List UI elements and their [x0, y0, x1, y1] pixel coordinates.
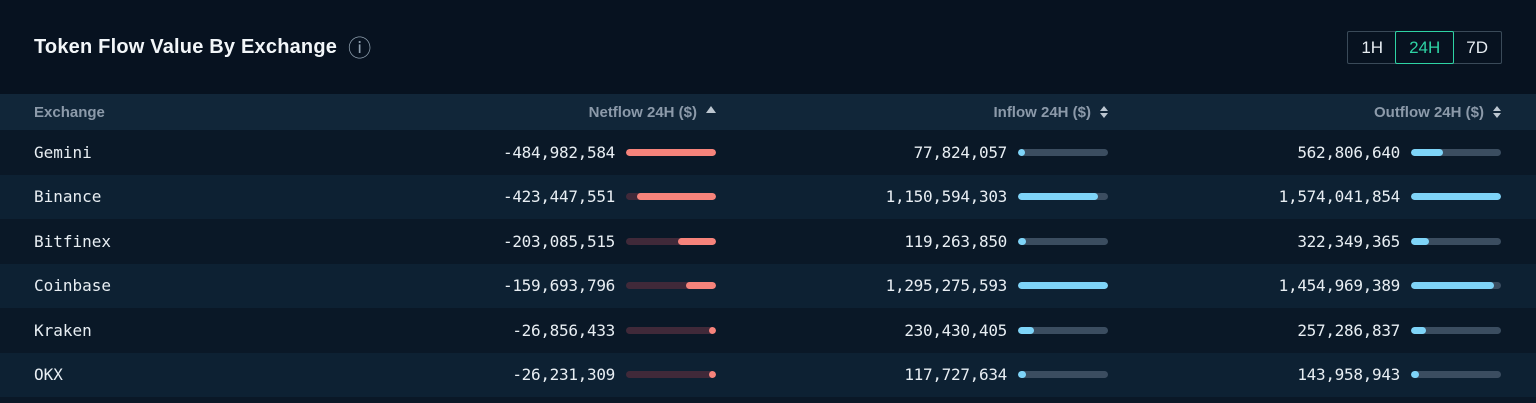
- outflow-bar: [1411, 282, 1501, 290]
- table-row[interactable]: Binance -423,447,551 1,150,594,303 1,574…: [0, 174, 1536, 219]
- outflow-cell: 257,286,837: [1108, 321, 1501, 340]
- column-label: Inflow 24H ($): [993, 103, 1091, 121]
- inflow-bar: [1018, 148, 1108, 156]
- netflow-cell: -203,085,515: [324, 232, 716, 251]
- column-header-exchange: Exchange: [34, 104, 324, 121]
- outflow-bar: [1411, 193, 1501, 201]
- panel-header: Token Flow Value By Exchange ⓘ 1H 24H 7D: [0, 0, 1536, 94]
- column-label: Outflow 24H ($): [1373, 103, 1484, 121]
- time-filter-24h[interactable]: 24H: [1395, 30, 1455, 64]
- inflow-value: 119,263,850: [904, 231, 1007, 251]
- exchange-name: Binance: [34, 187, 102, 207]
- inflow-value: 1,295,275,593: [885, 276, 1008, 296]
- table-row[interactable]: Gemini -484,982,584 77,824,057 562,806,6…: [0, 130, 1536, 175]
- outflow-bar: [1411, 371, 1501, 379]
- outflow-value: 322,349,365: [1297, 231, 1400, 251]
- netflow-cell: -26,231,309: [324, 365, 716, 384]
- outflow-cell: 1,454,969,389: [1108, 276, 1501, 295]
- page-title: Token Flow Value By Exchange: [34, 35, 338, 58]
- outflow-value: 257,286,837: [1297, 320, 1400, 340]
- inflow-bar: [1018, 193, 1108, 201]
- inflow-bar: [1018, 326, 1108, 334]
- inflow-cell: 1,295,275,593: [716, 276, 1108, 295]
- exchange-name: Bitfinex: [34, 231, 112, 251]
- outflow-value: 143,958,943: [1297, 365, 1400, 385]
- title-wrap: Token Flow Value By Exchange ⓘ: [34, 34, 372, 61]
- table-row[interactable]: Kraken -26,856,433 230,430,405 257,286,8…: [0, 308, 1536, 353]
- netflow-value: -484,982,584: [503, 142, 615, 162]
- netflow-value: -26,856,433: [512, 320, 615, 340]
- outflow-value: 1,574,041,854: [1278, 187, 1401, 207]
- sort-toggle-icon: [1493, 106, 1501, 118]
- column-label: Netflow 24H ($): [588, 103, 697, 121]
- column-header-outflow-24h[interactable]: Outflow 24H ($): [1108, 104, 1501, 121]
- netflow-bar: [626, 371, 716, 379]
- table-row[interactable]: Bitfinex -203,085,515 119,263,850 322,34…: [0, 219, 1536, 264]
- netflow-cell: -423,447,551: [324, 187, 716, 206]
- outflow-cell: 1,574,041,854: [1108, 187, 1501, 206]
- inflow-cell: 1,150,594,303: [716, 187, 1108, 206]
- netflow-bar: [626, 148, 716, 156]
- inflow-cell: 119,263,850: [716, 232, 1108, 251]
- netflow-value: -423,447,551: [503, 187, 615, 207]
- table-row[interactable]: OKX -26,231,309 117,727,634 143,958,943: [0, 352, 1536, 397]
- outflow-value: 1,454,969,389: [1278, 276, 1401, 296]
- outflow-value: 562,806,640: [1297, 142, 1400, 162]
- table-header-row: Exchange Netflow 24H ($) Inflow 24H ($) Out…: [0, 94, 1536, 130]
- partial-next-row: [0, 397, 1536, 403]
- inflow-value: 117,727,634: [904, 365, 1007, 385]
- inflow-value: 230,430,405: [904, 320, 1007, 340]
- outflow-cell: 143,958,943: [1108, 365, 1501, 384]
- column-header-netflow-24h[interactable]: Netflow 24H ($): [324, 104, 716, 121]
- outflow-bar: [1411, 326, 1501, 334]
- inflow-cell: 117,727,634: [716, 365, 1108, 384]
- time-filter-group: 1H 24H 7D: [1347, 30, 1502, 64]
- exchange-name: Coinbase: [34, 276, 112, 296]
- inflow-bar: [1018, 371, 1108, 379]
- inflow-cell: 230,430,405: [716, 321, 1108, 340]
- exchange-name: OKX: [34, 365, 63, 385]
- outflow-bar: [1411, 148, 1501, 156]
- inflow-bar: [1018, 282, 1108, 290]
- column-header-inflow-24h[interactable]: Inflow 24H ($): [716, 104, 1108, 121]
- netflow-value: -159,693,796: [503, 276, 615, 296]
- exchange-name: Gemini: [34, 142, 92, 162]
- netflow-cell: -159,693,796: [324, 276, 716, 295]
- sort-toggle-icon: [1100, 106, 1108, 118]
- exchange-name: Kraken: [34, 320, 92, 340]
- netflow-cell: -484,982,584: [324, 143, 716, 162]
- netflow-cell: -26,856,433: [324, 321, 716, 340]
- time-filter-7d[interactable]: 7D: [1452, 31, 1502, 64]
- netflow-bar: [626, 237, 716, 245]
- column-label: Exchange: [34, 103, 105, 121]
- time-filter-1h[interactable]: 1H: [1347, 31, 1397, 64]
- netflow-bar: [626, 282, 716, 290]
- netflow-bar: [626, 326, 716, 334]
- sort-ascending-icon: [706, 105, 716, 113]
- table-body: Gemini -484,982,584 77,824,057 562,806,6…: [0, 130, 1536, 397]
- outflow-cell: 562,806,640: [1108, 143, 1501, 162]
- inflow-bar: [1018, 237, 1108, 245]
- outflow-bar: [1411, 237, 1501, 245]
- outflow-cell: 322,349,365: [1108, 232, 1501, 251]
- inflow-cell: 77,824,057: [716, 143, 1108, 162]
- netflow-value: -26,231,309: [512, 365, 615, 385]
- netflow-bar: [626, 193, 716, 201]
- netflow-value: -203,085,515: [503, 231, 615, 251]
- table-row[interactable]: Coinbase -159,693,796 1,295,275,593 1,45…: [0, 263, 1536, 308]
- inflow-value: 77,824,057: [913, 142, 1008, 162]
- inflow-value: 1,150,594,303: [885, 187, 1008, 207]
- info-icon[interactable]: ⓘ: [348, 34, 372, 61]
